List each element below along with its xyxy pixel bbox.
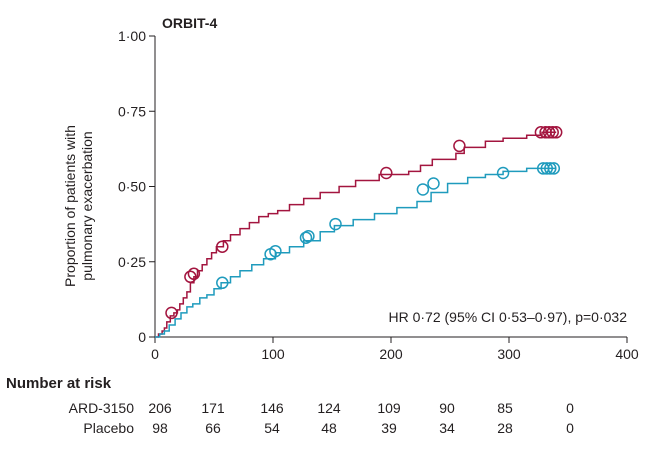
risk-value: 98: [152, 420, 168, 436]
censor-mark: [540, 162, 554, 175]
risk-value: 28: [497, 420, 513, 436]
y-tick-label: 1·00: [118, 28, 146, 44]
censor-mark: [496, 166, 510, 180]
chart-title: ORBIT-4: [162, 15, 217, 31]
y-tick-label: 0·50: [118, 179, 146, 195]
censor-mark: [546, 126, 559, 139]
censor-mark: [216, 240, 229, 253]
censor-mark: [544, 162, 557, 175]
risk-row-label: ARD-3150: [69, 400, 135, 416]
y-axis-label-line-1: Proportion of patients with: [62, 125, 78, 287]
risk-table-title: Number at risk: [6, 375, 112, 392]
censor-mark: [427, 177, 440, 190]
risk-value: 85: [497, 400, 513, 416]
risk-table: Number at risk ARD-3150 206 171 146 124 109 90 8…: [6, 375, 574, 436]
y-tick-label: 0·75: [118, 103, 146, 119]
censor-mark: [302, 229, 315, 243]
censor-mark: [269, 244, 282, 258]
x-tick-label: 100: [261, 346, 285, 362]
censor-mark: [542, 126, 556, 139]
censor-mark: [547, 162, 561, 175]
risk-value: 206: [148, 400, 172, 416]
axes: 0 0·25 0·50 0·75 1·00 0 100 200 300 400: [118, 28, 639, 362]
hazard-ratio-annotation: HR 0·72 (95% CI 0·53–0·97), p=0·032: [388, 309, 627, 325]
censor-mark: [380, 166, 393, 180]
risk-value: 109: [377, 400, 401, 416]
y-tick-label: 0·25: [118, 254, 146, 270]
censor-mark: [416, 183, 430, 196]
series-layer: [155, 126, 563, 338]
x-tick-label: 300: [497, 346, 521, 362]
y-tick-label: 0: [138, 329, 146, 345]
risk-value: 39: [381, 420, 397, 436]
censor-mark: [534, 126, 548, 139]
risk-value: 54: [264, 420, 280, 436]
censor-mark: [187, 267, 201, 281]
censor-mark: [549, 126, 563, 139]
censor-mark: [184, 270, 197, 284]
censor-mark: [329, 217, 342, 231]
censor-mark: [216, 276, 229, 290]
risk-value: 171: [201, 400, 225, 416]
risk-value: 124: [317, 400, 341, 416]
risk-value: 48: [321, 420, 337, 436]
x-tick-label: 400: [615, 346, 639, 362]
risk-value: 0: [566, 400, 574, 416]
censor-mark: [165, 306, 178, 320]
censor-mark: [299, 231, 313, 244]
risk-value: 34: [439, 420, 455, 436]
series-line-0: [155, 131, 557, 338]
risk-value: 146: [260, 400, 284, 416]
censor-mark: [453, 139, 466, 153]
x-tick-label: 200: [379, 346, 403, 362]
risk-value: 0: [566, 420, 574, 436]
risk-value: 90: [439, 400, 455, 416]
risk-row-label: Placebo: [83, 420, 134, 436]
y-axis-label: Proportion of patients with pulmonary ex…: [62, 125, 95, 287]
y-axis-label-line-2: pulmonary exacerbation: [79, 131, 95, 280]
risk-value: 66: [205, 420, 221, 436]
x-tick-label: 0: [151, 346, 159, 362]
series-line-1: [155, 167, 557, 338]
